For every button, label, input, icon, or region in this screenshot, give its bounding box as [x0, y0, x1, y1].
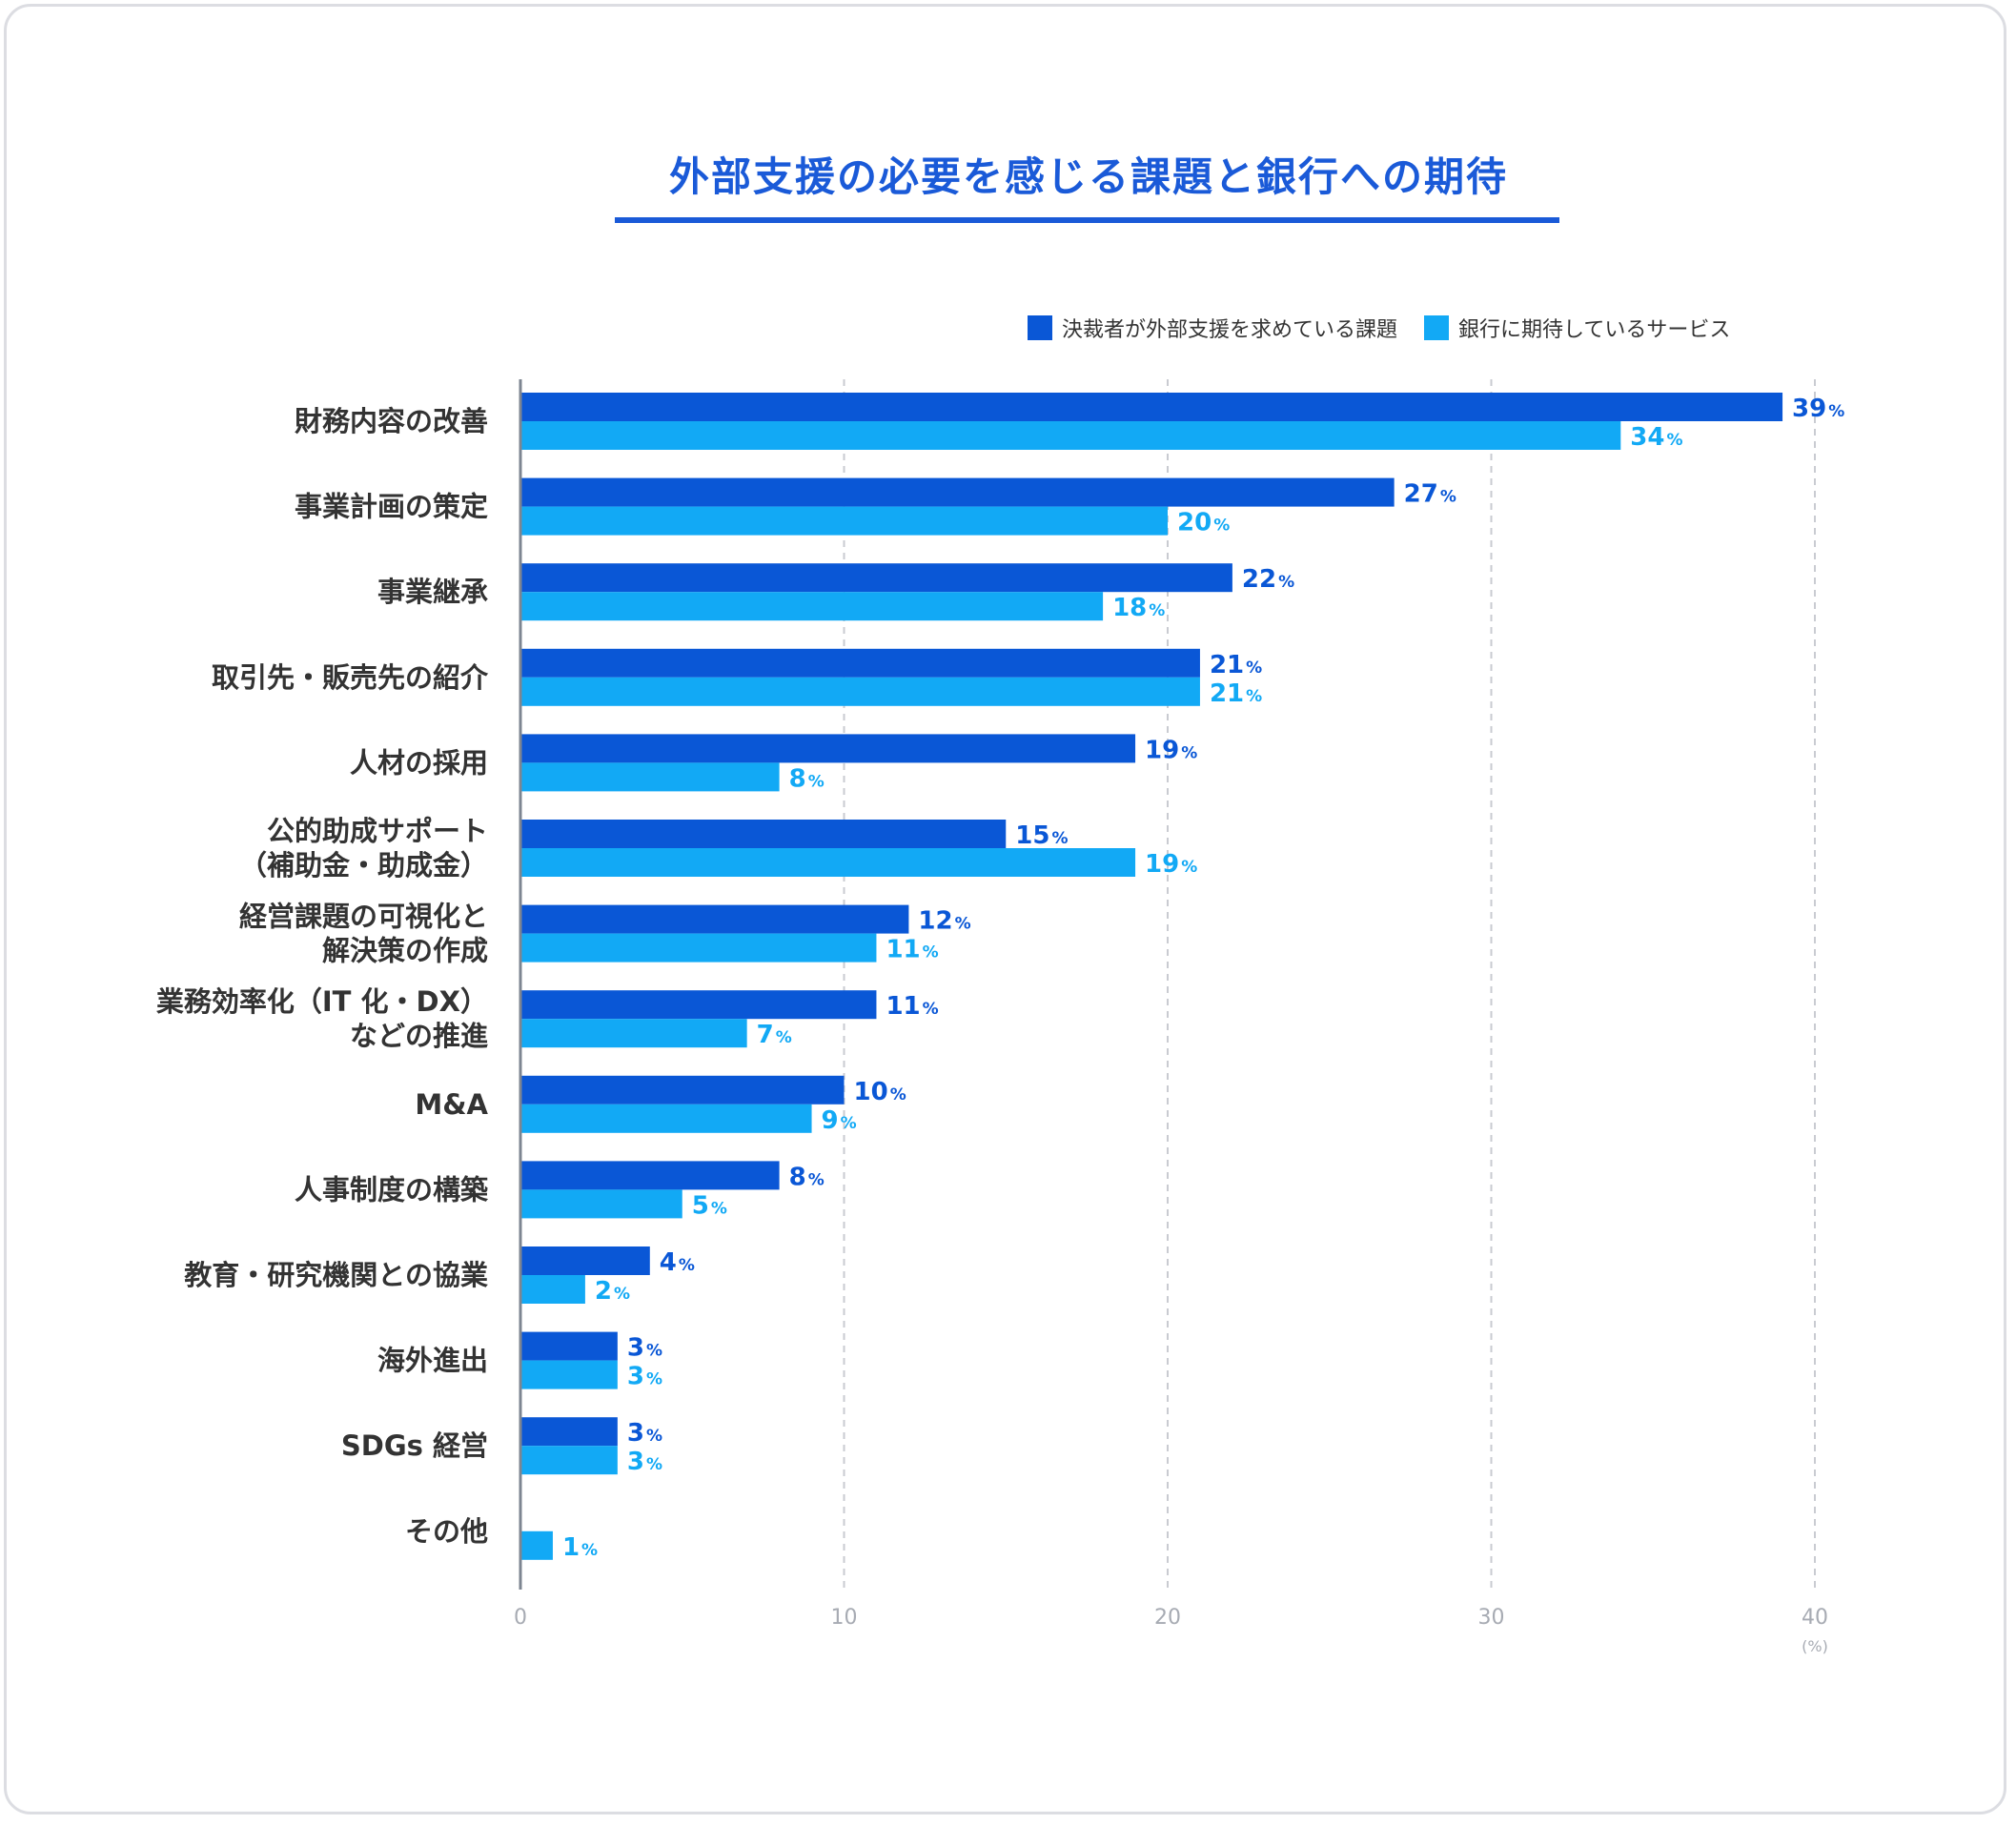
value-label-s2-10: 2%: [595, 1277, 630, 1306]
bar-s2-1: [520, 506, 1168, 536]
bar-s2-12: [520, 1446, 618, 1475]
value-label-s1-10: 4%: [660, 1248, 695, 1277]
category-label-12: SDGs 経営: [341, 1429, 488, 1462]
bar-s1-0: [520, 393, 1783, 421]
legend-label-series-2: 銀行に期待しているサービス: [1458, 318, 1731, 342]
bar-s1-10: [520, 1246, 650, 1275]
legend-item-series-2: 銀行に期待しているサービス: [1424, 313, 1730, 343]
value-label-s1-3: 21%: [1210, 651, 1262, 679]
value-label-s1-4: 19%: [1145, 736, 1197, 764]
bar-s1-8: [520, 1075, 845, 1105]
value-label-s1-1: 27%: [1404, 480, 1456, 509]
category-label-9: 人事制度の構築: [295, 1173, 489, 1206]
category-label-7-line-2: などの推進: [350, 1020, 488, 1052]
bar-s1-2: [520, 563, 1232, 593]
bar-s2-8: [520, 1104, 812, 1133]
category-label-2: 事業継承: [377, 576, 488, 608]
category-label-4: 人材の採用: [350, 746, 488, 779]
bar-s1-9: [520, 1161, 780, 1190]
value-label-s2-2: 18%: [1112, 594, 1165, 622]
bar-s2-7: [520, 1019, 747, 1048]
value-label-s1-0: 39%: [1792, 395, 1844, 423]
category-label-6-line-1: 経営課題の可視化と: [239, 901, 488, 933]
value-label-s2-11: 3%: [627, 1363, 662, 1391]
value-label-s2-3: 21%: [1210, 679, 1262, 708]
category-label-13: その他: [405, 1515, 488, 1548]
bar-s1-11: [520, 1331, 618, 1361]
bar-s2-5: [520, 848, 1136, 877]
title-underline: [615, 217, 1559, 223]
value-label-s1-12: 3%: [627, 1419, 662, 1448]
bar-s2-6: [520, 933, 877, 963]
bar-s2-3: [520, 677, 1200, 706]
category-label-5-line-1: 公的助成サポート: [267, 815, 488, 847]
chart-title: 外部支援の必要を感じる課題と銀行への期待: [668, 153, 1508, 200]
legend-label-series-1: 決裁者が外部支援を求めている課題: [1062, 318, 1398, 342]
value-label-s1-2: 22%: [1242, 565, 1294, 594]
x-axis-unit: (%): [1802, 1637, 1828, 1655]
value-label-s2-0: 34%: [1630, 423, 1682, 452]
bar-s2-9: [520, 1189, 682, 1219]
legend: 決裁者が外部支援を求めている課題 銀行に期待しているサービス: [1028, 309, 1730, 347]
value-label-s2-5: 19%: [1145, 850, 1197, 879]
legend-item-series-1: 決裁者が外部支援を求めている課題: [1028, 313, 1397, 343]
bar-s1-3: [520, 648, 1200, 678]
value-label-s1-6: 12%: [918, 907, 970, 936]
bar-s1-6: [520, 904, 909, 934]
x-tick-label-0: 0: [514, 1606, 527, 1630]
bar-s2-0: [520, 421, 1621, 450]
category-label-8: M&A: [415, 1088, 488, 1121]
value-label-s2-13: 1%: [562, 1533, 598, 1562]
bar-s2-2: [520, 592, 1104, 621]
x-tick-label-30: 30: [1478, 1606, 1505, 1630]
bar-s1-1: [520, 477, 1395, 507]
bar-s2-13: [520, 1530, 553, 1560]
x-tick-label-10: 10: [831, 1606, 858, 1630]
value-label-s1-9: 8%: [789, 1163, 825, 1191]
bar-s1-4: [520, 734, 1136, 763]
value-label-s2-4: 8%: [789, 764, 825, 793]
category-label-1: 事業計画の策定: [295, 491, 488, 523]
value-label-s2-12: 3%: [627, 1448, 662, 1476]
value-label-s2-6: 11%: [886, 936, 938, 964]
value-label-s1-11: 3%: [627, 1334, 662, 1363]
category-label-3: 取引先・販売先の紹介: [212, 661, 489, 694]
category-label-0: 財務内容の改善: [295, 405, 488, 437]
chart-frame: [4, 4, 2006, 1814]
value-label-s2-1: 20%: [1177, 509, 1230, 537]
value-label-s1-8: 10%: [854, 1078, 906, 1106]
bar-s1-7: [520, 990, 877, 1020]
bar-s1-12: [520, 1417, 618, 1447]
value-label-s1-7: 11%: [886, 992, 938, 1021]
value-label-s2-7: 7%: [757, 1021, 792, 1049]
x-tick-label-40: 40: [1802, 1606, 1828, 1630]
legend-swatch-series-2: [1424, 315, 1450, 340]
value-label-s2-9: 5%: [692, 1191, 727, 1220]
category-label-10: 教育・研究機関との協業: [184, 1259, 488, 1291]
value-label-s2-8: 9%: [822, 1106, 857, 1135]
bar-s2-11: [520, 1360, 618, 1389]
value-label-s1-5: 15%: [1015, 821, 1068, 850]
category-label-5-line-2: （補助金・助成金）: [239, 849, 488, 882]
category-label-11: 海外進出: [377, 1345, 488, 1377]
legend-swatch-series-1: [1028, 315, 1052, 340]
category-label-6-line-2: 解決策の作成: [322, 935, 488, 967]
bar-s2-4: [520, 762, 780, 792]
bar-s2-10: [520, 1275, 585, 1304]
category-label-7-line-1: 業務効率化（IT 化・DX）: [156, 985, 488, 1018]
bar-s1-5: [520, 820, 1007, 848]
x-tick-label-20: 20: [1154, 1606, 1181, 1630]
